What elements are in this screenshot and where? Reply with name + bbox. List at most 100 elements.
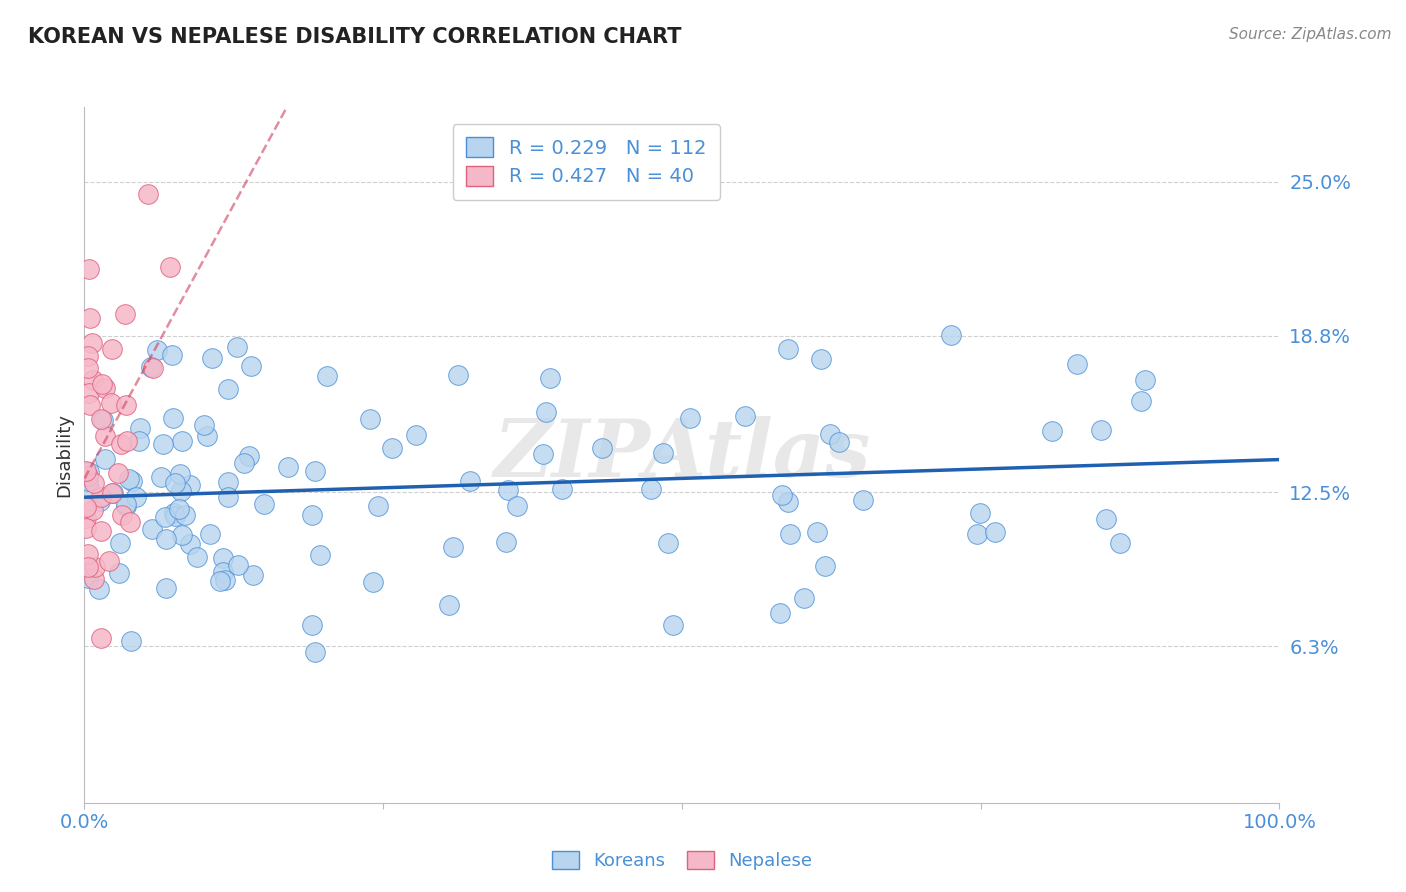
Point xyxy=(84,559,107,574)
Point xyxy=(778,342,800,356)
Point xyxy=(186,549,208,564)
Point xyxy=(852,493,875,508)
Point xyxy=(155,581,177,595)
Point xyxy=(277,459,299,474)
Point xyxy=(820,426,842,441)
Point xyxy=(217,490,239,504)
Point xyxy=(495,535,517,549)
Point xyxy=(173,508,195,522)
Point xyxy=(110,536,132,550)
Point xyxy=(75,500,97,514)
Point xyxy=(77,474,100,488)
Point xyxy=(734,409,756,423)
Point xyxy=(155,533,177,547)
Point xyxy=(814,559,837,574)
Point xyxy=(115,499,138,513)
Point xyxy=(458,474,481,488)
Point xyxy=(89,494,111,508)
Point xyxy=(91,377,114,392)
Point xyxy=(779,526,801,541)
Point xyxy=(77,349,100,363)
Point xyxy=(652,446,675,460)
Point xyxy=(770,487,793,501)
Point xyxy=(361,574,384,589)
Point xyxy=(242,568,264,582)
Point xyxy=(793,591,815,606)
Point xyxy=(172,528,194,542)
Y-axis label: Disability: Disability xyxy=(55,413,73,497)
Point xyxy=(128,434,150,448)
Point xyxy=(77,361,100,376)
Point xyxy=(201,351,224,366)
Point xyxy=(100,485,122,500)
Point xyxy=(107,466,129,480)
Point xyxy=(304,465,326,479)
Point xyxy=(179,537,201,551)
Point xyxy=(111,508,134,522)
Point xyxy=(163,506,186,520)
Point xyxy=(193,417,215,432)
Point xyxy=(77,571,100,585)
Point xyxy=(179,478,201,492)
Point xyxy=(966,527,988,541)
Point xyxy=(77,261,100,276)
Point xyxy=(309,548,332,562)
Point xyxy=(1130,393,1153,408)
Point xyxy=(162,348,184,362)
Point xyxy=(359,412,381,426)
Point xyxy=(82,373,104,387)
Point xyxy=(538,371,561,385)
Point xyxy=(118,516,141,530)
Point xyxy=(640,482,662,496)
Point xyxy=(1133,373,1156,387)
Point xyxy=(94,381,117,395)
Point xyxy=(1108,536,1130,550)
Point xyxy=(75,511,97,525)
Legend: Koreans, Nepalese: Koreans, Nepalese xyxy=(544,844,820,877)
Point xyxy=(212,550,235,565)
Point xyxy=(443,540,465,554)
Point xyxy=(226,340,249,354)
Point xyxy=(169,467,191,482)
Point xyxy=(679,411,702,425)
Point xyxy=(82,503,104,517)
Point xyxy=(536,405,558,419)
Point xyxy=(76,547,98,561)
Point xyxy=(170,484,193,499)
Point xyxy=(79,311,101,326)
Point xyxy=(150,470,173,484)
Point xyxy=(238,449,260,463)
Point xyxy=(118,472,141,486)
Point xyxy=(200,527,222,541)
Point xyxy=(114,497,136,511)
Point xyxy=(163,508,186,523)
Point xyxy=(100,342,122,356)
Point xyxy=(806,524,828,539)
Point xyxy=(301,508,323,522)
Point xyxy=(117,434,139,448)
Point xyxy=(83,476,105,491)
Point xyxy=(228,558,250,573)
Point xyxy=(87,582,110,597)
Point xyxy=(115,398,138,412)
Point xyxy=(100,396,122,410)
Point xyxy=(77,482,100,496)
Point xyxy=(1040,424,1063,438)
Point xyxy=(94,429,117,443)
Point xyxy=(301,617,323,632)
Point xyxy=(405,428,427,442)
Point xyxy=(79,398,101,412)
Point xyxy=(212,565,235,579)
Point xyxy=(496,483,519,497)
Point xyxy=(167,501,190,516)
Point xyxy=(108,566,131,581)
Point xyxy=(769,606,792,620)
Point xyxy=(90,631,112,645)
Point xyxy=(90,524,112,538)
Point xyxy=(121,474,143,488)
Point xyxy=(101,486,124,500)
Point xyxy=(381,441,404,455)
Point xyxy=(657,536,679,550)
Point xyxy=(120,634,142,648)
Point xyxy=(939,327,962,342)
